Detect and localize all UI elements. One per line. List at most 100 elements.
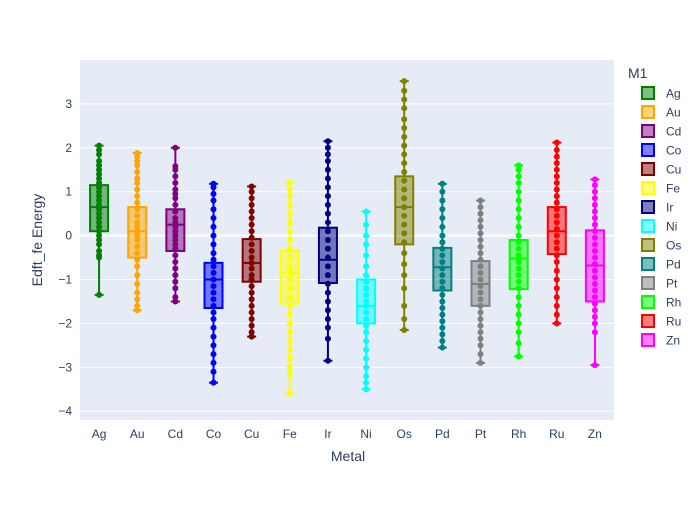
data-point — [210, 309, 217, 316]
data-point — [96, 179, 103, 186]
legend-swatch — [641, 295, 655, 309]
data-point — [286, 210, 293, 217]
data-point — [248, 188, 255, 195]
data-point — [591, 300, 598, 307]
data-point — [515, 252, 522, 259]
data-point — [477, 342, 484, 349]
data-point — [363, 322, 370, 329]
data-point — [515, 188, 522, 195]
y-tick-label: −3 — [58, 360, 72, 374]
y-tick-label: 1 — [65, 185, 72, 199]
data-point — [210, 263, 217, 270]
data-point — [515, 173, 522, 180]
data-point — [172, 294, 179, 301]
data-point — [210, 283, 217, 290]
data-point — [553, 160, 560, 167]
data-point — [96, 151, 103, 158]
data-point — [96, 219, 103, 226]
data-point — [286, 294, 293, 301]
data-point — [591, 208, 598, 215]
data-point — [401, 96, 408, 103]
legend-item-ir: Ir — [641, 200, 673, 215]
legend-swatch — [641, 333, 655, 347]
data-point — [96, 228, 103, 235]
data-point — [553, 166, 560, 173]
data-point — [591, 307, 598, 314]
data-point — [210, 351, 217, 358]
data-point — [439, 197, 446, 204]
data-point — [553, 311, 560, 318]
data-point — [134, 256, 141, 263]
data-point — [515, 239, 522, 246]
data-point — [591, 280, 598, 287]
data-point — [477, 289, 484, 296]
data-point — [553, 320, 560, 327]
legend-label: Fe — [666, 182, 680, 196]
data-point — [324, 201, 331, 208]
data-point — [401, 302, 408, 309]
data-point — [591, 254, 598, 261]
data-point — [172, 232, 179, 239]
data-point — [324, 219, 331, 226]
data-point — [210, 289, 217, 296]
data-point — [477, 217, 484, 224]
data-point — [401, 239, 408, 246]
data-point — [553, 252, 560, 259]
data-point — [515, 179, 522, 186]
x-axis-ticks: Ag Au Cd Co Cu Fe Ir Ni Os Pd Pt Rh Ru Zn — [92, 427, 602, 441]
y-tick-label: 2 — [65, 141, 72, 155]
data-point — [363, 285, 370, 292]
data-point — [401, 261, 408, 268]
legend-item-fe: Fe — [641, 181, 680, 196]
data-point — [248, 195, 255, 202]
plot-area — [80, 60, 614, 420]
legend-item-cu: Cu — [641, 162, 681, 177]
x-tick-label: Cd — [168, 427, 183, 441]
data-point — [439, 245, 446, 252]
data-point — [96, 175, 103, 182]
data-point — [553, 232, 560, 239]
data-point — [286, 245, 293, 252]
data-point — [96, 193, 103, 200]
data-point — [134, 228, 141, 235]
data-point — [363, 386, 370, 393]
data-point — [515, 302, 522, 309]
data-point — [210, 296, 217, 303]
x-axis-title: Metal — [331, 448, 365, 464]
data-point — [439, 285, 446, 292]
data-point — [286, 346, 293, 353]
x-tick-label: Fe — [283, 427, 297, 441]
data-point — [172, 252, 179, 259]
data-point — [210, 256, 217, 263]
y-tick-label: 3 — [65, 97, 72, 111]
data-point — [134, 250, 141, 257]
data-point — [210, 197, 217, 204]
data-point — [477, 204, 484, 211]
data-point — [210, 215, 217, 222]
data-point — [553, 245, 560, 252]
data-point — [172, 285, 179, 292]
data-point — [96, 247, 103, 254]
data-point — [96, 184, 103, 191]
data-point — [363, 346, 370, 353]
x-tick-label: Os — [397, 427, 412, 441]
data-point — [324, 357, 331, 364]
data-point — [210, 223, 217, 230]
data-point — [134, 243, 141, 250]
legend-label: Ru — [666, 315, 681, 329]
data-point — [134, 219, 141, 226]
data-point — [134, 162, 141, 169]
data-point — [439, 232, 446, 239]
box-cu — [241, 183, 262, 340]
data-point — [248, 333, 255, 340]
legend-item-zn: Zn — [641, 333, 680, 348]
data-point — [515, 232, 522, 239]
data-point — [591, 320, 598, 327]
data-point — [248, 289, 255, 296]
data-point — [248, 272, 255, 279]
data-point — [210, 316, 217, 323]
legend-item-os: Os — [641, 238, 681, 253]
data-point — [248, 234, 255, 241]
data-point — [363, 241, 370, 248]
data-point — [401, 212, 408, 219]
